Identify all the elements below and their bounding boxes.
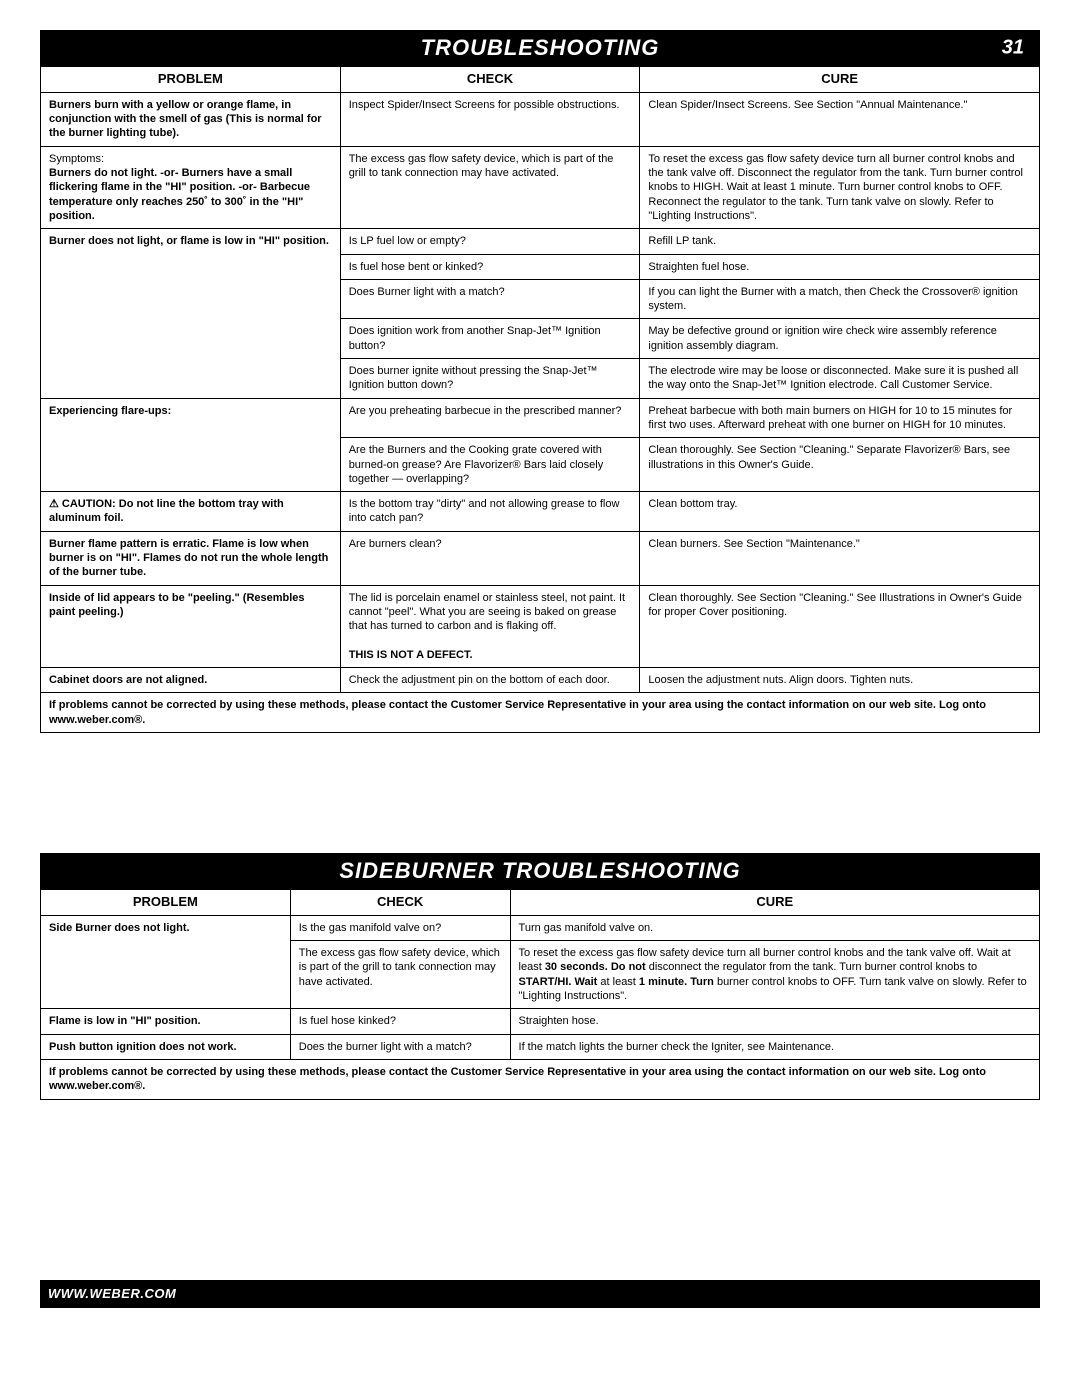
table-row: Burner does not light, or flame is low i…: [41, 229, 1040, 254]
cure-cell: Clean thoroughly. See Section "Cleaning.…: [640, 585, 1040, 667]
problem-cell: Burner does not light, or flame is low i…: [41, 229, 341, 398]
check-cell: Is fuel hose kinked?: [290, 1009, 510, 1034]
footer-url: WWW.WEBER.COM: [48, 1286, 176, 1301]
cure-cell: Straighten fuel hose.: [640, 254, 1040, 279]
col-header-cure: CURE: [510, 889, 1039, 915]
cure-cell: Refill LP tank.: [640, 229, 1040, 254]
table-row: Symptoms:Burners do not light. -or- Burn…: [41, 146, 1040, 228]
cure-cell: If you can light the Burner with a match…: [640, 279, 1040, 319]
cure-cell: To reset the excess gas flow safety devi…: [640, 146, 1040, 228]
col-header-check: CHECK: [290, 889, 510, 915]
sideburner-troubleshooting-table: PROBLEM CHECK CURE Side Burner does not …: [40, 889, 1040, 1100]
problem-cell: Flame is low in "HI" position.: [41, 1009, 291, 1034]
col-header-cure: CURE: [640, 67, 1040, 93]
cure-cell: Preheat barbecue with both main burners …: [640, 398, 1040, 438]
table-row: Inside of lid appears to be "peeling." (…: [41, 585, 1040, 667]
cure-cell: Clean thoroughly. See Section "Cleaning.…: [640, 438, 1040, 492]
check-cell: Is the bottom tray "dirty" and not allow…: [340, 492, 640, 532]
table-row: Push button ignition does not work. Does…: [41, 1034, 1040, 1059]
section2-title-bar: SIDEBURNER TROUBLESHOOTING: [40, 853, 1040, 889]
check-cell: The lid is porcelain enamel or stainless…: [340, 585, 640, 667]
problem-cell: Inside of lid appears to be "peeling." (…: [41, 585, 341, 667]
page-number: 31: [1002, 37, 1024, 60]
table-row: Experiencing flare-ups: Are you preheati…: [41, 398, 1040, 438]
check-cell: Is fuel hose bent or kinked?: [340, 254, 640, 279]
problem-cell: Experiencing flare-ups:: [41, 398, 341, 491]
cure-cell: Clean bottom tray.: [640, 492, 1040, 532]
troubleshooting-table: PROBLEM CHECK CURE Burners burn with a y…: [40, 66, 1040, 733]
col-header-problem: PROBLEM: [41, 67, 341, 93]
problem-cell: Side Burner does not light.: [41, 915, 291, 1008]
cure-cell: Straighten hose.: [510, 1009, 1039, 1034]
check-cell: Are you preheating barbecue in the presc…: [340, 398, 640, 438]
check-cell: The excess gas flow safety device, which…: [290, 941, 510, 1009]
check-cell: Is the gas manifold valve on?: [290, 915, 510, 940]
check-cell: Are burners clean?: [340, 531, 640, 585]
section2-title: SIDEBURNER TROUBLESHOOTING: [339, 858, 740, 884]
cure-cell: Turn gas manifold valve on.: [510, 915, 1039, 940]
table-row: Burners burn with a yellow or orange fla…: [41, 92, 1040, 146]
table-row: Flame is low in "HI" position. Is fuel h…: [41, 1009, 1040, 1034]
problem-cell: Burner flame pattern is erratic. Flame i…: [41, 531, 341, 585]
col-header-problem: PROBLEM: [41, 889, 291, 915]
check-cell: Does burner ignite without pressing the …: [340, 359, 640, 399]
table-row: Cabinet doors are not aligned. Check the…: [41, 668, 1040, 693]
section1-title-bar: TROUBLESHOOTING 31: [40, 30, 1040, 66]
col-header-check: CHECK: [340, 67, 640, 93]
table-row: Side Burner does not light. Is the gas m…: [41, 915, 1040, 940]
table-row: ⚠ CAUTION: Do not line the bottom tray w…: [41, 492, 1040, 532]
check-cell: Are the Burners and the Cooking grate co…: [340, 438, 640, 492]
check-cell: Does ignition work from another Snap-Jet…: [340, 319, 640, 359]
cure-cell: May be defective ground or ignition wire…: [640, 319, 1040, 359]
cure-cell: If the match lights the burner check the…: [510, 1034, 1039, 1059]
check-cell: Inspect Spider/Insect Screens for possib…: [340, 92, 640, 146]
table-footer-row: If problems cannot be corrected by using…: [41, 693, 1040, 733]
cure-cell: Clean Spider/Insect Screens. See Section…: [640, 92, 1040, 146]
problem-cell: Symptoms:Burners do not light. -or- Burn…: [41, 146, 341, 228]
table-row: Burner flame pattern is erratic. Flame i…: [41, 531, 1040, 585]
footer-note: If problems cannot be corrected by using…: [41, 1059, 1040, 1099]
section1-title: TROUBLESHOOTING: [421, 35, 660, 61]
cure-cell: The electrode wire may be loose or disco…: [640, 359, 1040, 399]
cure-cell: Loosen the adjustment nuts. Align doors.…: [640, 668, 1040, 693]
footer-note: If problems cannot be corrected by using…: [41, 693, 1040, 733]
check-cell: Is LP fuel low or empty?: [340, 229, 640, 254]
cure-cell: Clean burners. See Section "Maintenance.…: [640, 531, 1040, 585]
page-footer: WWW.WEBER.COM: [40, 1280, 1040, 1308]
cure-cell: To reset the excess gas flow safety devi…: [510, 941, 1039, 1009]
problem-cell: Push button ignition does not work.: [41, 1034, 291, 1059]
check-cell: Check the adjustment pin on the bottom o…: [340, 668, 640, 693]
table-footer-row: If problems cannot be corrected by using…: [41, 1059, 1040, 1099]
problem-cell: ⚠ CAUTION: Do not line the bottom tray w…: [41, 492, 341, 532]
check-cell: The excess gas flow safety device, which…: [340, 146, 640, 228]
problem-cell: Burners burn with a yellow or orange fla…: [41, 92, 341, 146]
sideburner-troubleshooting-section: SIDEBURNER TROUBLESHOOTING PROBLEM CHECK…: [40, 853, 1040, 1100]
troubleshooting-section: TROUBLESHOOTING 31 PROBLEM CHECK CURE Bu…: [40, 30, 1040, 733]
problem-cell: Cabinet doors are not aligned.: [41, 668, 341, 693]
check-cell: Does the burner light with a match?: [290, 1034, 510, 1059]
check-cell: Does Burner light with a match?: [340, 279, 640, 319]
